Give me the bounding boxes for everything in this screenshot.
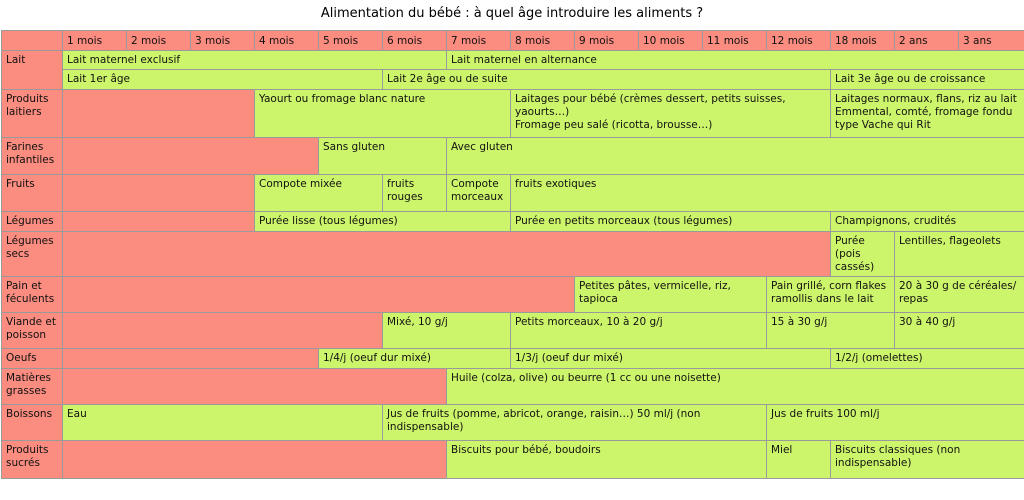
column-header: 18 mois [830, 30, 895, 51]
food-cell: Purée en petits morceaux (tous légumes) [510, 211, 831, 232]
row-label: Boissons [1, 404, 63, 441]
food-cell: 30 à 40 g/j [894, 312, 1024, 349]
food-cell: Lait maternel en alternance [446, 50, 1024, 70]
not-yet-cell [62, 440, 447, 479]
header-row: 1 mois 2 mois 3 mois 4 mois 5 mois 6 mois 7 mo… [1, 30, 1024, 51]
row-label: Produits sucrés [1, 440, 63, 479]
food-cell: 1/3/j (oeuf dur mixé) [510, 348, 831, 369]
row-label: Légumes [1, 211, 63, 232]
table-row: Viande et poisson Mixé, 10 g/j Petits morc… [1, 312, 1024, 349]
not-yet-cell [62, 174, 255, 212]
food-cell: Miel [766, 440, 831, 479]
table-row: Boissons Eau Jus de fruits (pomme, abricot… [1, 404, 1024, 441]
food-cell: Purée lisse (tous légumes) [254, 211, 511, 232]
food-cell: 1/4/j (oeuf dur mixé) [318, 348, 511, 369]
not-yet-cell [62, 89, 255, 138]
not-yet-cell [62, 368, 447, 405]
chart-title: Alimentation du bébé : à quel âge introd… [320, 6, 704, 21]
food-cell: 15 à 30 g/j [766, 312, 895, 349]
column-header: 2 ans [894, 30, 959, 51]
food-cell: Huile (colza, olive) ou beurre (1 cc ou … [446, 368, 1024, 405]
table-row: Produits sucrés Biscuits pour bébé, boudo… [1, 440, 1024, 479]
not-yet-cell [62, 276, 575, 313]
table-row: Lait 1er âge Lait 2e âge ou de suite Lait … [2, 69, 1024, 90]
food-cell: Petits morceaux, 10 à 20 g/j [510, 312, 767, 349]
not-yet-cell [62, 312, 383, 349]
not-yet-cell [62, 137, 319, 175]
row-label: Pain et féculents [1, 276, 63, 313]
column-header: 5 mois [318, 30, 383, 51]
row-label: Matières grasses [1, 368, 63, 405]
row-label: Viande et poisson [1, 312, 63, 349]
table-row: Pain et féculents Petites pâtes, vermicel… [1, 276, 1024, 313]
food-cell: Lait 3e âge ou de croissance [830, 69, 1024, 90]
row-label: Lait [1, 50, 63, 90]
food-cell: Sans gluten [318, 137, 447, 175]
column-header: 4 mois [254, 30, 319, 51]
food-cell: Lait 1er âge [62, 69, 383, 90]
table-row: Matières grasses Huile (colza, olive) ou … [1, 368, 1024, 405]
food-cell: Pain grillé, corn flakes ramollis dans l… [766, 276, 895, 313]
not-yet-cell [62, 231, 831, 277]
food-introduction-table: 1 mois 2 mois 3 mois 4 mois 5 mois 6 mois 7 mo… [1, 30, 1024, 479]
table-row: Farines infantiles Sans gluten Avec gluten [1, 137, 1024, 175]
food-cell: Laitages pour bébé (crèmes dessert, peti… [510, 89, 831, 138]
not-yet-cell [62, 211, 255, 232]
food-cell: Biscuits classiques (non indispensable) [830, 440, 1024, 479]
food-cell: Jus de fruits 100 ml/j [766, 404, 1024, 441]
food-cell: Lait 2e âge ou de suite [382, 69, 831, 90]
column-header: 7 mois [446, 30, 511, 51]
column-header: 3 mois [190, 30, 255, 51]
column-header: 1 mois [62, 30, 127, 51]
row-label: Légumes secs [1, 231, 63, 277]
column-header: 11 mois [702, 30, 767, 51]
column-header: 2 mois [126, 30, 191, 51]
column-header: 6 mois [382, 30, 447, 51]
food-cell: Lentilles, flageolets [894, 231, 1024, 277]
food-cell: Petites pâtes, vermicelle, riz, tapioca [574, 276, 767, 313]
row-label: Fruits [1, 174, 63, 212]
food-cell: Lait maternel exclusif [62, 50, 447, 70]
row-label: Farines infantiles [1, 137, 63, 175]
column-header: 8 mois [510, 30, 575, 51]
column-header: 12 mois [766, 30, 831, 51]
column-header: 3 ans [958, 30, 1024, 51]
column-header: 10 mois [638, 30, 703, 51]
header-corner [1, 30, 63, 51]
table-row: Oeufs 1/4/j (oeuf dur mixé) 1/3/j (oeuf du… [1, 348, 1024, 369]
food-cell: Eau [62, 404, 383, 441]
food-cell: fruits exotiques [510, 174, 1024, 212]
food-cell: Laitages normaux, flans, riz au lait Emme… [830, 89, 1024, 138]
row-label: Produits laitiers [1, 89, 63, 138]
food-cell: 1/2/j (omelettes) [830, 348, 1024, 369]
table-row: Légumes secs Purée (pois cassés) Lentilles… [1, 231, 1024, 277]
not-yet-cell [62, 348, 319, 369]
food-cell: Purée (pois cassés) [830, 231, 895, 277]
food-cell: 20 à 30 g de céréales/ repas [894, 276, 1024, 313]
row-label: Oeufs [1, 348, 63, 369]
food-cell: Mixé, 10 g/j [382, 312, 511, 349]
food-cell: Compote mixée [254, 174, 383, 212]
table-row: Produits laitiers Yaourt ou fromage blanc… [1, 89, 1024, 138]
food-cell: Compote morceaux [446, 174, 511, 212]
food-cell: Biscuits pour bébé, boudoirs [446, 440, 767, 479]
food-cell: Jus de fruits (pomme, abricot, orange, r… [382, 404, 767, 441]
food-cell: fruits rouges [382, 174, 447, 212]
food-cell: Champignons, crudités [830, 211, 1024, 232]
table-row: Lait Lait maternel exclusif Lait maternel … [1, 50, 1024, 90]
table-row: Fruits Compote mixée fruits rouges Compote … [1, 174, 1024, 212]
table-row: Légumes Purée lisse (tous légumes) Purée e… [1, 211, 1024, 232]
food-cell: Avec gluten [446, 137, 1024, 175]
column-header: 9 mois [574, 30, 639, 51]
food-cell: Yaourt ou fromage blanc nature [254, 89, 511, 138]
